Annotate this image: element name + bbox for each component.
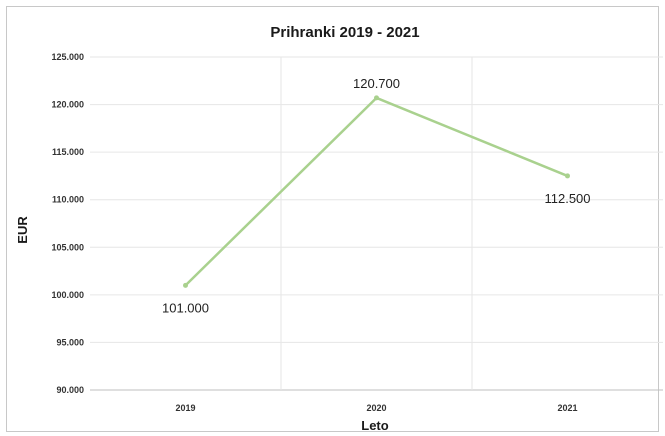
series-layer [183,95,570,288]
x-tick-labels: 2019 2020 2021 [175,403,577,413]
data-point [565,173,570,179]
y-axis-title: EUR [15,216,30,244]
series-line [184,96,569,287]
y-tick-label: 120.000 [51,100,84,110]
y-tick-labels: 90.000 95.000 100.000 105.000 110.000 115.000… [51,52,84,395]
x-axis-title: Leto [361,418,389,433]
x-tick-label: 2020 [366,403,386,413]
y-tick-label: 95.000 [56,337,84,347]
data-point [183,282,188,288]
chart-title: Prihranki 2019 - 2021 [270,24,419,41]
y-tick-label: 90.000 [56,385,84,395]
y-tick-label: 100.000 [51,290,84,300]
y-tick-label: 105.000 [51,242,84,252]
y-tick-label: 110.000 [52,195,84,205]
chart-frame [6,6,659,432]
data-label: 120.700 [353,76,400,91]
data-label: 101.000 [162,300,209,315]
y-tick-label: 125.000 [51,52,84,62]
gridlines [90,56,663,391]
x-tick-label: 2021 [557,403,577,413]
data-point [374,95,379,101]
x-tick-label: 2019 [175,403,195,413]
data-label: 112.500 [544,191,590,206]
data-labels: 101.000 120.700 112.500 [162,76,591,315]
y-tick-label: 115.000 [52,147,84,157]
